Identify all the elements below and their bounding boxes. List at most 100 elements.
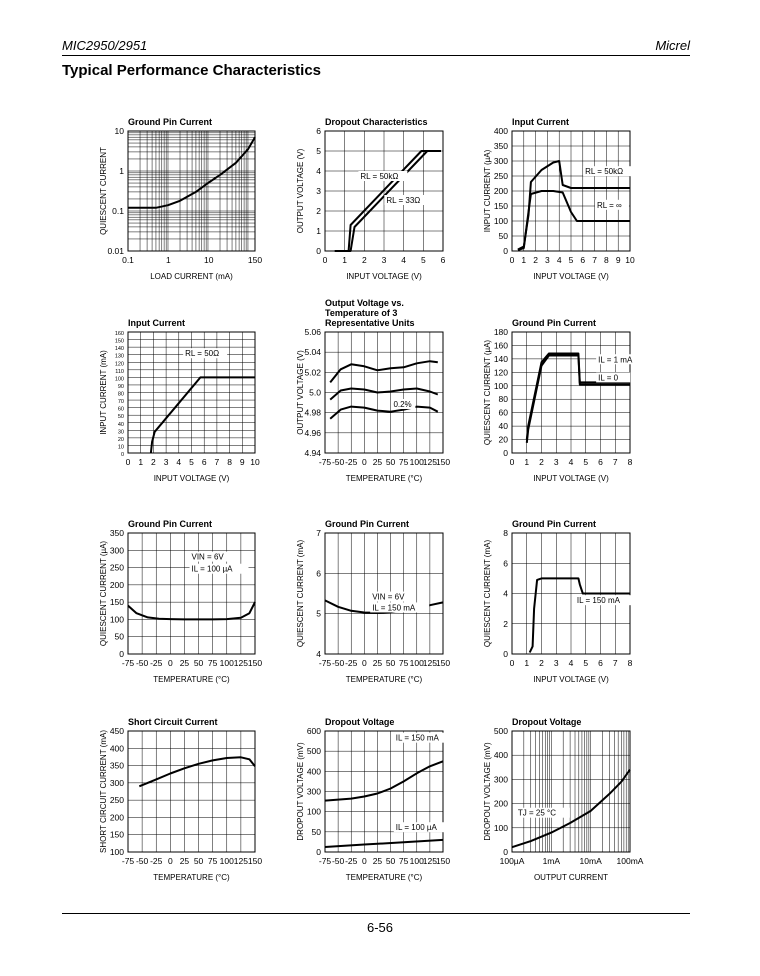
y-axis-label: QUIESCENT CURRENT xyxy=(99,147,108,235)
series-line-1 xyxy=(149,376,255,454)
chart-annotation: VIN = 6V xyxy=(372,593,405,602)
y-tick-label: 0.01 xyxy=(107,246,124,256)
x-tick-label: 0 xyxy=(168,856,173,866)
y-tick-label: 400 xyxy=(494,750,508,760)
x-tick-label: 1 xyxy=(166,255,171,265)
x-tick-label: 10 xyxy=(250,457,260,467)
chart-title: Ground Pin Current xyxy=(512,318,596,328)
x-tick-label: 4 xyxy=(569,457,574,467)
chart-annotation: IL = 150 mA xyxy=(372,603,416,612)
series-line-2 xyxy=(324,838,444,848)
x-tick-label: -50 xyxy=(136,658,149,668)
chart-annotation: IL = 0 xyxy=(598,373,618,382)
annotation-bg xyxy=(515,807,570,818)
x-tick-label: 25 xyxy=(373,457,383,467)
y-tick-label: 130 xyxy=(115,354,124,360)
x-axis-label: TEMPERATURE (°C) xyxy=(346,474,423,483)
series-line-1 xyxy=(528,577,630,653)
x-tick-label: 50 xyxy=(194,856,204,866)
footer-rule xyxy=(62,913,690,914)
x-tick-label: 7 xyxy=(592,255,597,265)
x-tick-label: 50 xyxy=(194,658,204,668)
y-tick-label: 500 xyxy=(494,726,508,736)
y-tick-label: 150 xyxy=(494,201,508,211)
x-tick-label: 1 xyxy=(342,255,347,265)
y-tick-label: 250 xyxy=(110,795,124,805)
y-tick-label: 600 xyxy=(307,726,321,736)
y-tick-label: 500 xyxy=(307,746,321,756)
y-tick-label: 4.94 xyxy=(304,448,321,458)
x-axis-label: INPUT VOLTAGE (V) xyxy=(533,474,609,483)
chart-title: Ground Pin Current xyxy=(128,519,212,529)
y-axis-label: OUTPUT VOLTAGE (V) xyxy=(296,148,305,233)
x-tick-label: 8 xyxy=(628,658,633,668)
annotation-bg xyxy=(189,563,249,574)
x-tick-label: 25 xyxy=(373,856,383,866)
x-tick-label: 125 xyxy=(234,856,248,866)
y-tick-label: 90 xyxy=(118,384,124,390)
y-tick-label: 50 xyxy=(115,632,125,642)
x-tick-label: -50 xyxy=(332,658,345,668)
y-tick-label: 350 xyxy=(110,528,124,538)
plot-frame xyxy=(324,730,444,853)
y-tick-label: 0 xyxy=(503,847,508,857)
y-axis-label: DROPOUT VOLTAGE (mV) xyxy=(483,742,492,841)
y-tick-label: 150 xyxy=(110,597,124,607)
x-tick-label: 50 xyxy=(386,457,396,467)
x-tick-label: 75 xyxy=(399,856,409,866)
plot-frame xyxy=(511,730,631,853)
x-tick-label: 1 xyxy=(524,457,529,467)
x-tick-label: 0 xyxy=(362,457,367,467)
x-tick-label: 100 xyxy=(410,856,424,866)
y-tick-label: 400 xyxy=(110,743,124,753)
y-axis-label: QUIESCENT CURRENT (µA) xyxy=(483,340,492,446)
x-axis-label: TEMPERATURE (°C) xyxy=(153,873,230,882)
chart-3: 0 1 2 3 4 5 6 7 8 9 10050100150200250300350400Inpu… xyxy=(483,117,635,281)
header-rule xyxy=(62,55,690,56)
y-tick-label: 120 xyxy=(494,367,508,377)
x-tick-label: 100mA xyxy=(617,856,644,866)
y-tick-label: 100 xyxy=(110,614,124,624)
y-tick-label: 160 xyxy=(494,340,508,350)
x-tick-label: 5 xyxy=(583,658,588,668)
chart-annotation: IL = 100 µA xyxy=(192,565,234,574)
annotation-bg xyxy=(391,399,416,410)
x-tick-label: 25 xyxy=(180,658,190,668)
x-tick-label: 100µA xyxy=(500,856,525,866)
chart-title: Ground Pin Current xyxy=(128,117,212,127)
y-tick-label: 40 xyxy=(499,421,509,431)
x-tick-label: 3 xyxy=(554,658,559,668)
x-tick-label: -25 xyxy=(150,856,163,866)
x-tick-label: 10mA xyxy=(580,856,603,866)
chart-title: Representative Units xyxy=(325,318,415,328)
x-tick-label: 5 xyxy=(569,255,574,265)
x-tick-label: 0 xyxy=(323,255,328,265)
x-tick-label: 50 xyxy=(386,856,396,866)
y-axis-label: QUIESCENT CURRENT (µA) xyxy=(99,541,108,647)
annotation-bg xyxy=(183,348,228,359)
y-tick-label: 4 xyxy=(316,166,321,176)
x-tick-label: 6 xyxy=(202,457,207,467)
y-tick-label: 140 xyxy=(494,354,508,364)
x-tick-label: 100 xyxy=(220,658,234,668)
y-tick-label: 150 xyxy=(110,830,124,840)
y-tick-label: 0 xyxy=(121,452,124,458)
x-tick-label: 125 xyxy=(423,457,437,467)
y-tick-label: 80 xyxy=(118,392,124,398)
x-tick-label: 125 xyxy=(423,658,437,668)
chart-title: Temperature of 3 xyxy=(325,308,397,318)
y-tick-label: 5.06 xyxy=(304,327,321,337)
x-axis-label: TEMPERATURE (°C) xyxy=(346,675,423,684)
y-tick-label: 70 xyxy=(118,399,124,405)
series-line-1 xyxy=(127,601,256,621)
chart-grid xyxy=(511,331,631,454)
chart-annotation: 0.2% xyxy=(393,400,411,409)
x-tick-label: -75 xyxy=(122,658,135,668)
chart-title: Dropout Characteristics xyxy=(325,117,428,127)
x-tick-label: -25 xyxy=(345,856,358,866)
annotation-bg xyxy=(393,822,453,833)
y-tick-label: 100 xyxy=(494,216,508,226)
y-axis-label: INPUT CURRENT (mA) xyxy=(99,350,108,435)
y-tick-label: 300 xyxy=(307,787,321,797)
chart-grid xyxy=(511,730,631,853)
